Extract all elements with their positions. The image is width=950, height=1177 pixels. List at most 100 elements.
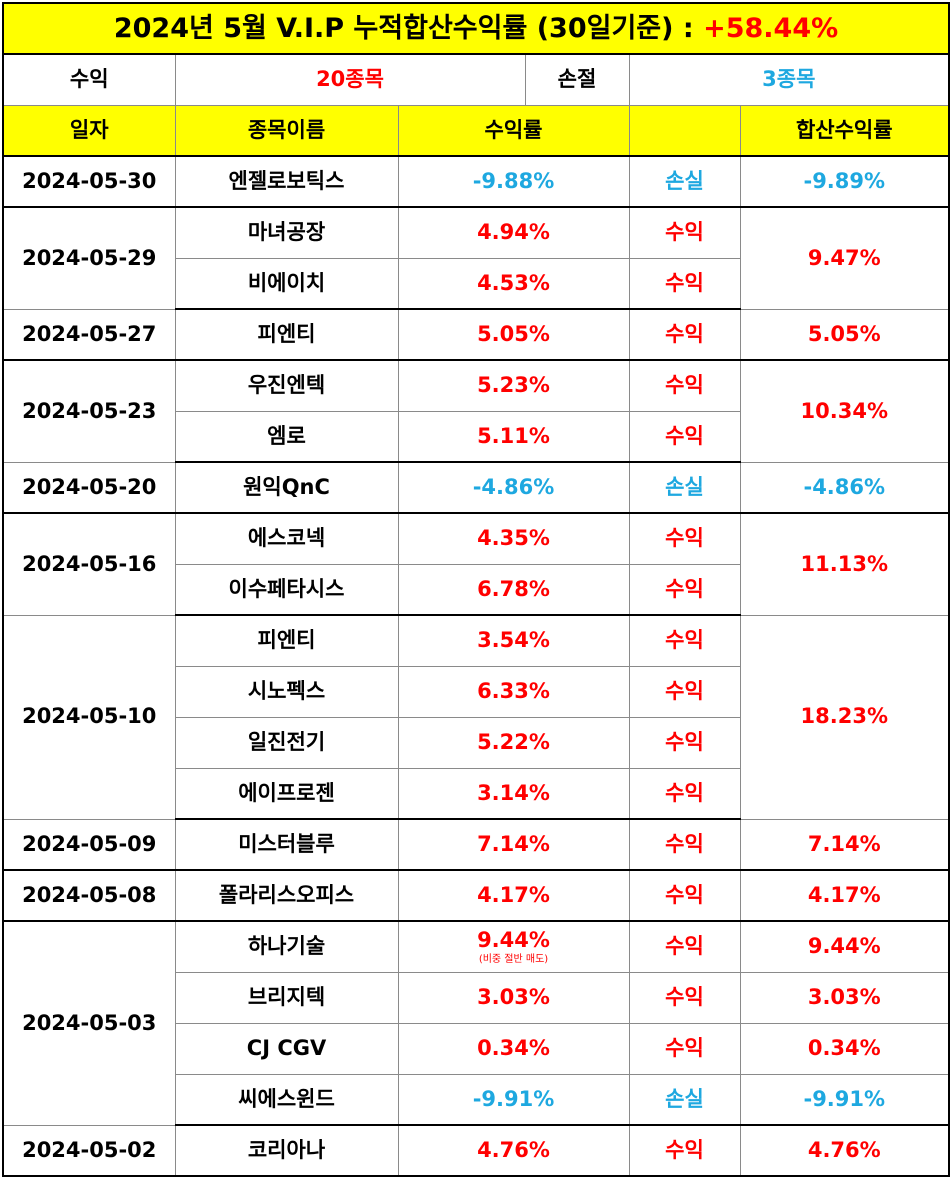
rate-value: 5.05% xyxy=(477,321,550,346)
page-title: 2024년 5월 V.I.P 누적합산수익률 (30일기준) : +58.44% xyxy=(2,2,950,55)
rate-cell: 4.35% xyxy=(397,512,630,565)
table-row: 2024-05-03 하나기술 9.44% (비중 절반 매도) 수익 9.44% xyxy=(2,920,950,1126)
rate-cell: -4.86% xyxy=(397,461,630,514)
table-row: 2024-05-20 원익QnC -4.86% 손실 -4.86% xyxy=(2,461,950,514)
rate-value: 6.78% xyxy=(477,576,550,601)
table-row: 2024-05-02 코리아나 4.76% 수익 4.76% xyxy=(2,1124,950,1177)
total-cell: 5.05% xyxy=(739,308,950,361)
rate-value: -4.86% xyxy=(472,474,555,499)
rate-cell: 7.14% xyxy=(397,818,630,871)
rate-value: -9.91% xyxy=(472,1086,555,1111)
total-cell: 0.34% xyxy=(739,1022,950,1075)
rate-value: 3.54% xyxy=(477,628,550,653)
rate-cell: 6.78% xyxy=(397,563,630,616)
stock-name-cell: 브리지텍 xyxy=(174,971,399,1024)
total-cell: 9.44% xyxy=(739,920,950,973)
result-cell: 손실 xyxy=(628,155,741,208)
result-cell: 수익 xyxy=(628,410,741,463)
rate-value: 4.35% xyxy=(477,526,550,551)
date-cell: 2024-05-23 xyxy=(2,359,176,463)
stock-name-cell: 시노펙스 xyxy=(174,665,399,718)
table-row: 엠로 5.11% 수익 xyxy=(3,410,949,463)
rate-value: 5.11% xyxy=(477,423,550,448)
stock-name-cell: 코리아나 xyxy=(174,1124,399,1177)
result-cell: 수익 xyxy=(628,716,741,769)
stock-name-cell: 하나기술 xyxy=(174,920,399,973)
stock-name-cell: 씨에스윈드 xyxy=(174,1073,399,1126)
table-row: 2024-05-09 미스터블루 7.14% 수익 7.14% xyxy=(2,818,950,871)
date-cell: 2024-05-03 xyxy=(2,920,176,1126)
total-cell: 11.13% xyxy=(739,512,950,616)
result-cell: 손실 xyxy=(628,1073,741,1126)
date-cell: 2024-05-10 xyxy=(2,614,176,820)
date-cell: 2024-05-16 xyxy=(2,512,176,616)
table-row: 2024-05-29 마녀공장 4.94% 수익 9.47% xyxy=(2,206,950,310)
result-cell: 수익 xyxy=(628,1124,741,1177)
stock-name-cell: 에이프로젠 xyxy=(174,767,399,820)
total-cell: 3.03% xyxy=(739,971,950,1024)
table-row: 2024-05-10 피엔티 3.54% 수익 18.23% xyxy=(2,614,950,820)
rate-value: 7.14% xyxy=(477,831,550,856)
rate-value: 6.33% xyxy=(477,678,550,703)
date-cell: 2024-05-30 xyxy=(2,155,176,208)
summary-gain-count: 20종목 xyxy=(174,53,526,106)
rate-cell: 4.17% xyxy=(397,869,630,922)
table-row: 에이프로젠 3.14% 수익 xyxy=(3,767,949,820)
rate-cell: 6.33% xyxy=(397,665,630,718)
table-row: 2024-05-08 폴라리스오피스 4.17% 수익 4.17% xyxy=(2,869,950,922)
result-cell: 수익 xyxy=(628,971,741,1024)
summary-gain-label: 수익 xyxy=(2,53,176,106)
header-rate: 수익률 xyxy=(397,104,630,157)
table-row: 비에이치 4.53% 수익 xyxy=(3,257,949,310)
total-cell: 9.47% xyxy=(739,206,950,310)
date-cell: 2024-05-09 xyxy=(2,818,176,871)
summary-loss-label: 손절 xyxy=(524,53,630,106)
rate-value: 4.17% xyxy=(477,882,550,907)
stock-name-cell: 이수페타시스 xyxy=(174,563,399,616)
rate-value: 3.03% xyxy=(477,984,550,1009)
stock-name-cell: 비에이치 xyxy=(174,257,399,310)
rate-value: 3.14% xyxy=(477,780,550,805)
rate-value: 5.22% xyxy=(477,729,550,754)
result-cell: 수익 xyxy=(628,665,741,718)
total-cell: -4.86% xyxy=(739,461,950,514)
total-cell: 18.23% xyxy=(739,614,950,820)
stock-name-cell: 피엔티 xyxy=(174,308,399,361)
result-cell: 수익 xyxy=(628,257,741,310)
rate-cell: 4.76% xyxy=(397,1124,630,1177)
rate-cell: 5.23% xyxy=(397,359,630,412)
rate-cell: 3.03% xyxy=(397,971,630,1024)
table-row: 2024-05-23 우진엔텍 5.23% 수익 10.34% xyxy=(2,359,950,463)
table-row: 이수페타시스 6.78% 수익 xyxy=(3,563,949,616)
total-cell: 10.34% xyxy=(739,359,950,463)
rate-cell: -9.88% xyxy=(397,155,630,208)
table-row: 2024-05-30 엔젤로보틱스 -9.88% 손실 -9.89% xyxy=(2,155,950,208)
date-cell: 2024-05-02 xyxy=(2,1124,176,1177)
title-text: 2024년 5월 V.I.P 누적합산수익률 (30일기준) : xyxy=(113,12,704,44)
total-cell: 7.14% xyxy=(739,818,950,871)
rate-cell: 3.14% xyxy=(397,767,630,820)
rate-cell: 0.34% xyxy=(397,1022,630,1075)
rate-value: 4.76% xyxy=(477,1137,550,1162)
stock-name-cell: 우진엔텍 xyxy=(174,359,399,412)
rate-cell: 5.11% xyxy=(397,410,630,463)
stock-name-cell: 일진전기 xyxy=(174,716,399,769)
result-cell: 수익 xyxy=(628,818,741,871)
rate-note: (비중 절반 매도) xyxy=(478,953,549,965)
stock-name-cell: 피엔티 xyxy=(174,614,399,667)
date-cell: 2024-05-29 xyxy=(2,206,176,310)
header-date: 일자 xyxy=(2,104,176,157)
table-row: 2024-05-16 에스코넥 4.35% 수익 11.13% xyxy=(2,512,950,616)
total-cell: 4.76% xyxy=(739,1124,950,1177)
table-row: 씨에스윈드 -9.91% 손실 -9.91% xyxy=(3,1073,950,1126)
header-name: 종목이름 xyxy=(174,104,399,157)
table-row: CJ CGV 0.34% 수익 0.34% xyxy=(3,1022,950,1075)
result-cell: 수익 xyxy=(628,920,741,973)
stock-name-cell: 미스터블루 xyxy=(174,818,399,871)
result-cell: 수익 xyxy=(628,512,741,565)
stock-name-cell: 원익QnC xyxy=(174,461,399,514)
result-cell: 수익 xyxy=(628,359,741,412)
header-row: 일자 종목이름 수익률 합산수익률 xyxy=(2,104,950,157)
date-cell: 2024-05-20 xyxy=(2,461,176,514)
header-total: 합산수익률 xyxy=(739,104,950,157)
